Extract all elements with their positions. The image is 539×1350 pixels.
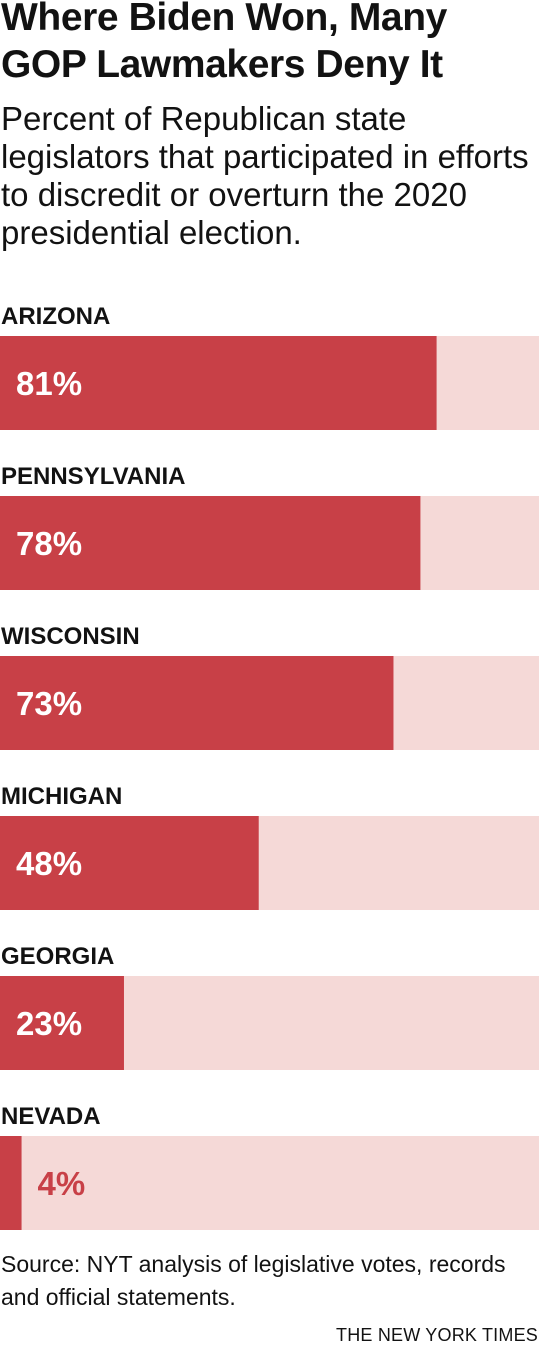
value-label: 78% — [16, 525, 82, 562]
category-label: NEVADA — [1, 1103, 101, 1130]
bar — [0, 816, 259, 910]
value-label: 73% — [16, 685, 82, 722]
bar-row-wisconsin: WISCONSIN 73% — [0, 623, 539, 750]
category-label: GEORGIA — [1, 943, 114, 970]
bar-chart: ARIZONA 81% PENNSYLVANIA 78% WISCONSIN 73% MIC… — [0, 290, 539, 1240]
source-note: Source: NYT analysis of legislative vote… — [1, 1251, 506, 1310]
bar-row-michigan: MICHIGAN 48% — [0, 783, 539, 910]
chart-title: Where Biden Won, Many GOP Lawmakers Deny… — [1, 0, 447, 86]
bar-row-georgia: GEORGIA 23% — [0, 943, 539, 1070]
category-label: WISCONSIN — [1, 623, 140, 650]
bar-track — [0, 1136, 539, 1230]
value-label: 48% — [16, 845, 82, 882]
bar-row-pennsylvania: PENNSYLVANIA 78% — [0, 463, 539, 590]
bar — [0, 1136, 22, 1230]
bar — [0, 976, 124, 1070]
credit-line: THE NEW YORK TIMES — [336, 1325, 538, 1345]
bar-row-nevada: NEVADA 4% — [0, 1103, 539, 1230]
chart-subtitle: Percent of Republican state legislators … — [1, 100, 529, 251]
bar — [0, 336, 437, 430]
bar-chart-svg: ARIZONA 81% PENNSYLVANIA 78% WISCONSIN 73% MIC… — [0, 303, 539, 1230]
value-label: 81% — [16, 365, 82, 402]
category-label: MICHIGAN — [1, 783, 122, 810]
value-label: 4% — [38, 1165, 86, 1202]
bar — [0, 496, 421, 590]
category-label: ARIZONA — [1, 303, 110, 330]
bar-row-arizona: ARIZONA 81% — [0, 303, 539, 430]
bar — [0, 656, 394, 750]
category-label: PENNSYLVANIA — [1, 463, 185, 490]
value-label: 23% — [16, 1005, 82, 1042]
